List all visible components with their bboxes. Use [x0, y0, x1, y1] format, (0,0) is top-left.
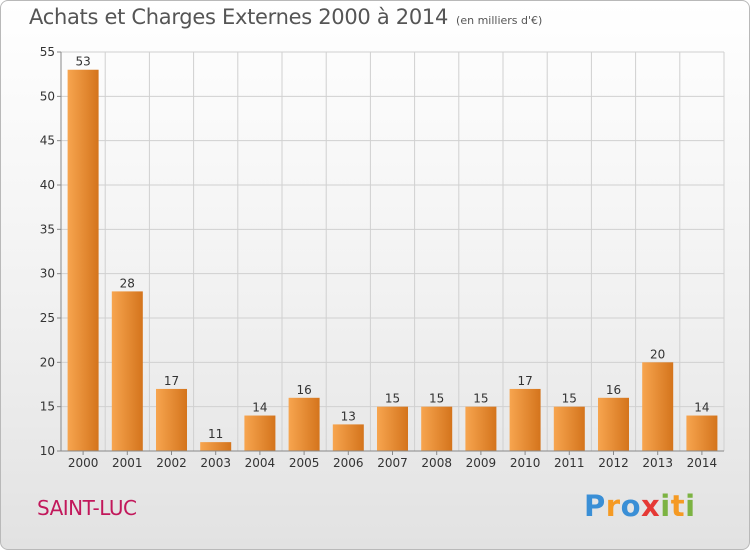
- x-tick-label-2005: 2005: [289, 456, 320, 470]
- bar-2013: [642, 362, 674, 451]
- bar-2004: [244, 415, 276, 451]
- y-tick-label: 20: [40, 355, 55, 369]
- data-label-2004: 14: [252, 401, 267, 415]
- data-label-2006: 13: [341, 409, 356, 423]
- data-label-2013: 20: [650, 347, 665, 361]
- chart-unit: (en milliers d'€): [456, 14, 543, 27]
- bar-2003: [200, 442, 232, 451]
- x-tick-label-2008: 2008: [421, 456, 452, 470]
- y-tick-label: 25: [40, 311, 55, 325]
- proxiti-logo[interactable]: Proxiti: [584, 489, 696, 523]
- axes: 10 15 20 25 30 35 40 45 50 55 2000 2001 2002 2003 2004…: [40, 45, 724, 470]
- chart-title: Achats et Charges Externes 2000 à 2014 (e…: [29, 5, 542, 29]
- data-label-2010: 17: [517, 374, 532, 388]
- bar-2005: [288, 397, 320, 451]
- x-tick-label-2011: 2011: [554, 456, 585, 470]
- y-tick-label: 15: [40, 400, 55, 414]
- bar-2000: [67, 69, 99, 451]
- data-label-2014: 14: [694, 401, 709, 415]
- bar-2010: [509, 388, 541, 451]
- x-tick-label-2007: 2007: [377, 456, 408, 470]
- bar-2006: [332, 424, 364, 451]
- bar-2008: [421, 406, 453, 451]
- bar-2009: [465, 406, 497, 451]
- bar-2012: [598, 397, 629, 451]
- y-tick-label: 35: [40, 222, 55, 236]
- x-tick-label-2010: 2010: [510, 456, 541, 470]
- data-label-2012: 16: [606, 383, 621, 397]
- y-tick-label: 50: [40, 89, 55, 103]
- bars: 53 28 17 11 14 16 13 15 15 15 17 15 16 20 14: [67, 55, 718, 451]
- data-label-2005: 16: [296, 383, 311, 397]
- data-label-2000: 53: [75, 55, 90, 69]
- x-tick-label-2002: 2002: [156, 456, 187, 470]
- x-tick-label-2000: 2000: [68, 456, 99, 470]
- data-label-2003: 11: [208, 427, 223, 441]
- bar-2011: [553, 406, 585, 451]
- x-tick-label-2013: 2013: [642, 456, 673, 470]
- y-tick-label: 30: [40, 267, 55, 281]
- chart-title-text: Achats et Charges Externes 2000 à 2014: [29, 5, 449, 29]
- data-label-2008: 15: [429, 392, 444, 406]
- x-tick-label-2012: 2012: [598, 456, 629, 470]
- y-tick-label: 40: [40, 178, 55, 192]
- bar-2002: [156, 388, 187, 451]
- data-label-2007: 15: [385, 392, 400, 406]
- bar-2014: [686, 415, 718, 451]
- data-label-2002: 17: [164, 374, 179, 388]
- y-tick-label: 55: [40, 45, 55, 59]
- bar-2007: [377, 406, 408, 451]
- data-label-2001: 28: [120, 276, 135, 290]
- place-name: SAINT-LUC: [37, 496, 137, 520]
- x-tick-label-2001: 2001: [112, 456, 143, 470]
- x-tick-label-2006: 2006: [333, 456, 364, 470]
- data-label-2009: 15: [473, 392, 488, 406]
- x-tick-label-2003: 2003: [200, 456, 231, 470]
- y-tick-label: 10: [40, 444, 55, 458]
- data-label-2011: 15: [562, 392, 577, 406]
- x-tick-label-2009: 2009: [466, 456, 497, 470]
- bar-2001: [111, 291, 143, 451]
- y-tick-label: 45: [40, 134, 55, 148]
- x-tick-label-2004: 2004: [245, 456, 276, 470]
- x-tick-label-2014: 2014: [687, 456, 718, 470]
